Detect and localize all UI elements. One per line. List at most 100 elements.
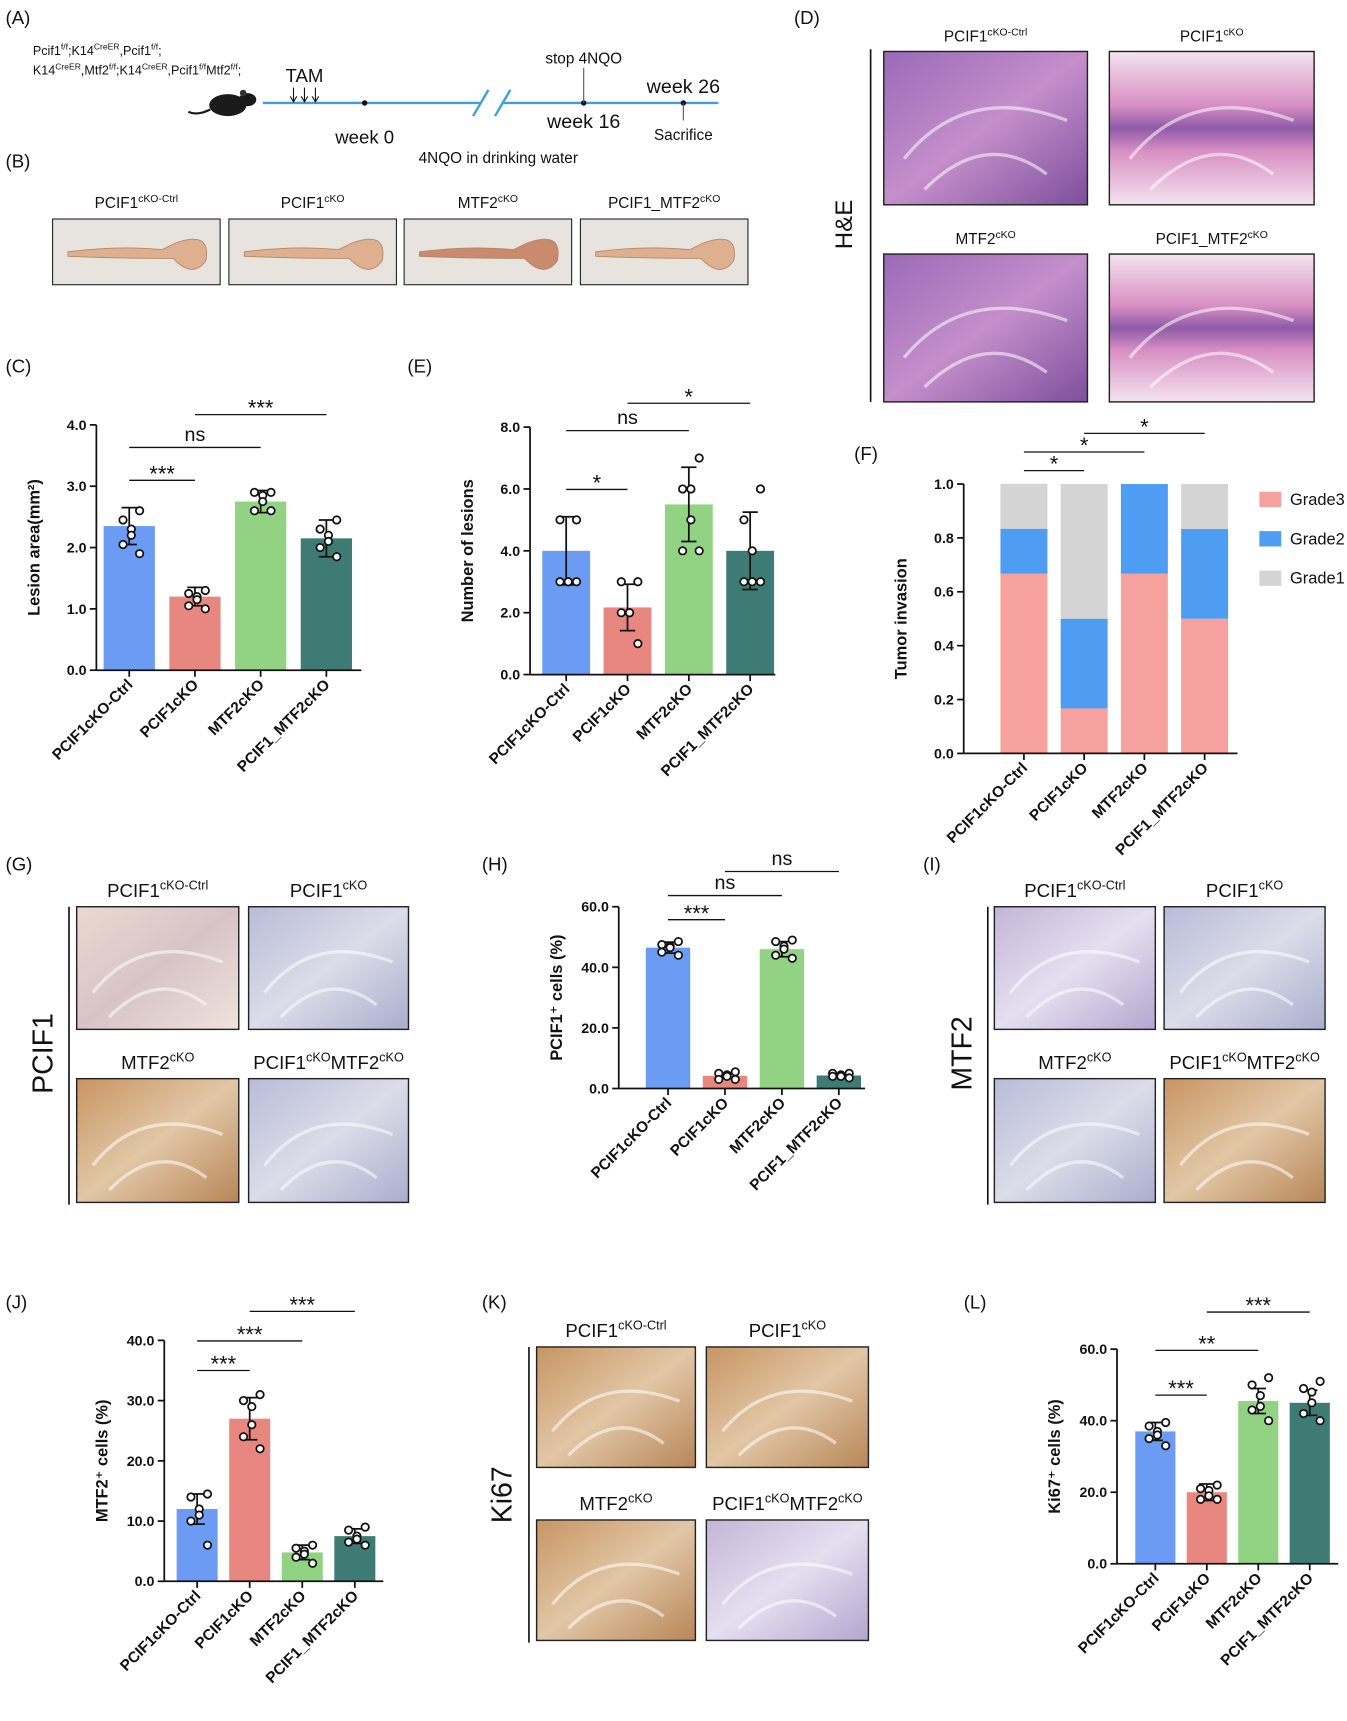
panel-label: (L) [964,1292,987,1313]
y-tick-label: 60.0 [581,900,609,916]
y-tick-label: 0.0 [1087,1557,1107,1573]
tongue-shape [67,238,208,270]
data-point [194,1510,204,1520]
data-point [184,601,194,611]
tissue-texture [721,1389,853,1457]
image-label: PCIF1cKO-Ctrl [944,27,1027,45]
panel-label: (D) [794,7,820,28]
label-superscript: cKO [324,194,344,205]
tongue-shape [419,238,559,270]
data-point [1255,1391,1265,1401]
y-tick-label: 0.6 [934,585,954,601]
data-point [836,1071,846,1081]
data-point [739,515,749,525]
data-point [291,1543,301,1553]
significance-label: *** [1168,1376,1194,1401]
timeline-label: week 16 [546,111,620,133]
label-superscript: cKO-Ctrl [160,878,208,892]
bar [1186,1492,1227,1564]
tissue-texture [1009,1122,1140,1192]
label-superscript: cKO [1248,230,1268,241]
data-point [1264,1416,1274,1426]
y-tick-label: 20.0 [127,1454,155,1470]
label-superscript: CreER [55,61,81,71]
panel-label: (I) [923,854,941,875]
label-text: PCIF1 [1024,880,1077,901]
legend-label: Grade2 [1290,530,1345,548]
label-superscript: CreER [94,42,120,52]
data-point [1144,1421,1154,1431]
bar-segment [1181,618,1229,754]
data-point [686,515,696,525]
micrograph [1108,50,1315,206]
label-text: MTF2 [1247,1052,1296,1073]
tissue-texture [1178,950,1310,1019]
tissue-texture [1128,306,1295,389]
label-text: PCIF1 [944,29,987,46]
label-superscript: cKO [838,1492,863,1506]
micrograph [883,253,1089,403]
panel-label: (E) [407,355,432,376]
bar [229,1418,271,1582]
tissue-texture [902,106,1068,191]
data-point [1212,1480,1222,1490]
break-mark [493,89,512,117]
data-point [323,536,334,547]
data-point [714,1074,724,1085]
label-text: PCIF1 [1180,29,1223,46]
data-point [747,577,757,587]
label-text: MTF2 [331,1052,380,1073]
label-superscript: cKO-Ctrl [618,1319,666,1333]
y-tick-label: 30.0 [127,1394,155,1410]
y-tick-label: 20.0 [581,1021,609,1037]
micrograph [993,906,1157,1031]
label-superscript: f/f [231,61,239,71]
y-tick-label: 4.0 [500,544,520,560]
data-point [771,950,781,960]
x-tick-label: PCIF1_MTF2cKO [1218,1570,1317,1669]
label-text: Mtf2 [206,63,230,77]
micrograph [705,1346,870,1469]
data-point [563,577,573,587]
panel-label: (G) [5,854,32,875]
y-tick-label: 0.0 [500,668,520,684]
data-point [186,1516,196,1526]
data-point [360,1540,370,1550]
label-text: PCIF1_MTF2 [1156,231,1248,248]
data-point [266,487,276,497]
bar [169,596,221,671]
y-tick-label: 40.0 [1079,1414,1107,1430]
label-text: ;K14 [116,63,142,77]
y-axis-label: Tumor invasion [893,558,911,679]
data-point [730,1074,740,1085]
data-point [134,506,145,516]
data-point [1247,1380,1257,1390]
y-tick-label: 0.0 [135,1574,155,1590]
y-axis-label: MTF2⁺ cells (%) [93,1400,111,1523]
tissue-texture [1178,1122,1310,1192]
label-text: ,Pcif1 [119,44,150,58]
image-label: MTF2cKO [579,1492,652,1514]
image-label: MTF2cKO [458,194,518,212]
image-label: PCIF1cKO [749,1319,827,1341]
label-text: PCIF1 [565,1320,618,1341]
bar-segment [1060,484,1108,619]
time-point [361,100,368,106]
y-tick-label: 1.0 [934,477,954,493]
y-tick-label: 60.0 [1079,1342,1107,1358]
legend-swatch [1259,531,1282,547]
significance-label: * [1080,433,1089,458]
timeline [187,67,719,121]
significance-label: ns [715,872,736,894]
significance-label: ns [185,424,206,446]
bar-segment [1060,618,1108,709]
bar-segment [1120,484,1168,574]
image-label: PCIF1cKO-Ctrl [565,1319,666,1341]
tongue-shape [243,238,384,270]
micrograph [535,1519,697,1642]
label-superscript: f/f [199,61,207,71]
legend-label: Grade1 [1290,570,1345,588]
label-text: Pcif1 [33,44,61,58]
micrograph [1163,906,1326,1031]
